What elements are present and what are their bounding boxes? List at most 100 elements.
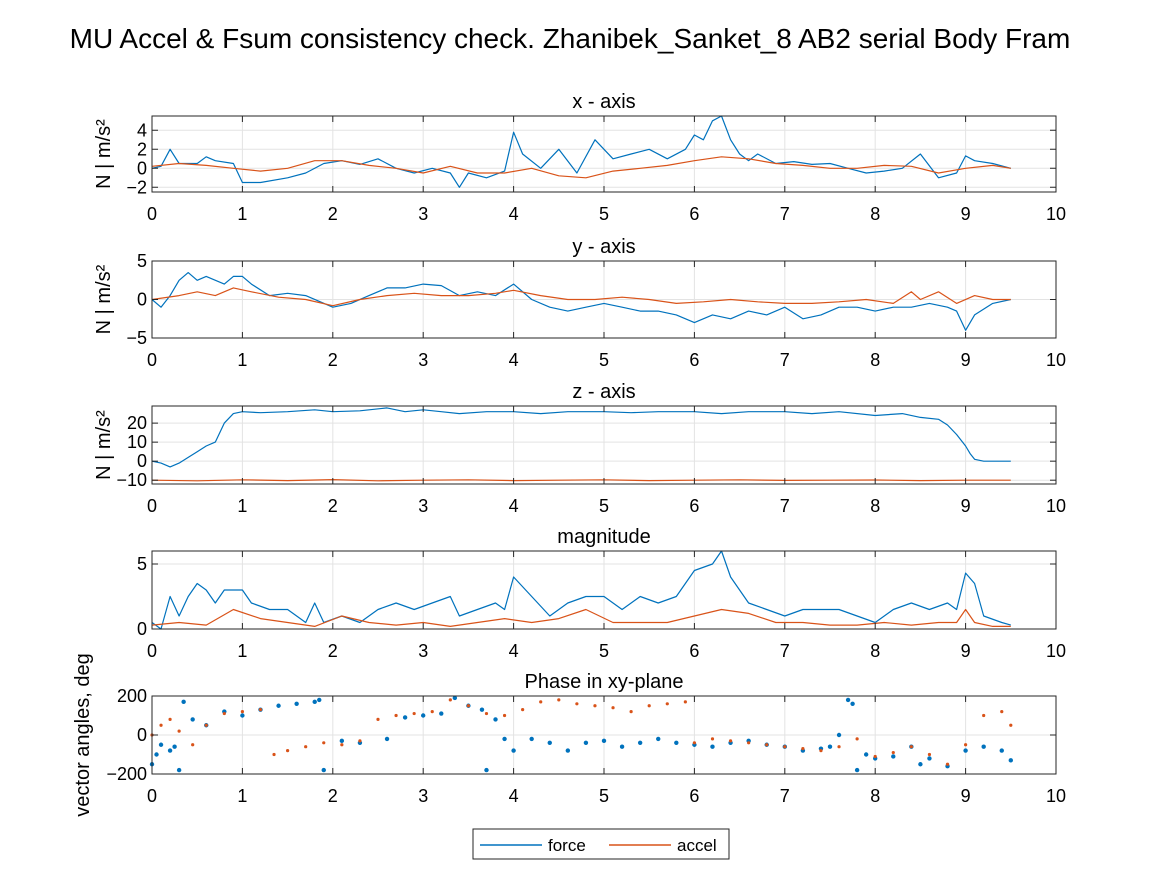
series-force-point bbox=[384, 736, 390, 742]
series-accel-point bbox=[692, 741, 697, 745]
x-tick-label: 1 bbox=[237, 641, 247, 661]
y-tick-label: 4 bbox=[137, 120, 147, 140]
y-tick-label: 0 bbox=[137, 290, 147, 310]
y-tick-label: 10 bbox=[127, 432, 147, 452]
series-accel-line bbox=[151, 479, 1011, 482]
x-tick-label: 4 bbox=[509, 641, 519, 661]
series-force-point bbox=[583, 740, 589, 745]
x-tick-label: 9 bbox=[961, 786, 971, 806]
series-accel-point bbox=[575, 702, 579, 706]
series-accel-point bbox=[376, 717, 380, 722]
x-tick-label: 10 bbox=[1046, 641, 1066, 661]
series-accel-point bbox=[819, 749, 823, 753]
series-accel-point bbox=[521, 708, 525, 712]
y-tick-label: −10 bbox=[116, 470, 147, 490]
series-force-point bbox=[240, 713, 245, 718]
series-force-point bbox=[981, 744, 986, 749]
x-tick-label: 8 bbox=[870, 350, 880, 370]
series-force-point bbox=[502, 736, 507, 742]
x-tick-label: 5 bbox=[599, 350, 609, 370]
series-force-point bbox=[158, 742, 164, 747]
series-accel-point bbox=[466, 704, 470, 708]
series-accel-point bbox=[177, 729, 181, 733]
x-tick-label: 8 bbox=[870, 496, 880, 516]
series-accel-point bbox=[258, 708, 263, 712]
x-tick-label: 6 bbox=[689, 496, 699, 516]
x-tick-label: 5 bbox=[599, 641, 609, 661]
series-accel-point bbox=[358, 739, 362, 743]
series-force-point bbox=[656, 736, 661, 742]
y-axis-label: vector angles, deg bbox=[72, 653, 94, 816]
series-accel-point bbox=[683, 700, 687, 704]
x-tick-label: 10 bbox=[1046, 786, 1066, 806]
series-force-point bbox=[710, 744, 715, 749]
series-force-point bbox=[674, 740, 679, 745]
series-force-point bbox=[312, 699, 317, 705]
x-tick-label: 6 bbox=[689, 350, 699, 370]
series-accel-line bbox=[151, 156, 1011, 179]
series-accel-point bbox=[801, 747, 805, 751]
series-force-point bbox=[439, 711, 444, 716]
x-tick-label: 1 bbox=[237, 350, 247, 370]
series-force-point bbox=[276, 703, 281, 708]
series-accel-point bbox=[539, 700, 543, 704]
series-accel-point bbox=[340, 743, 344, 747]
x-tick-label: 2 bbox=[328, 350, 338, 370]
x-tick-label: 6 bbox=[689, 204, 699, 224]
series-force-point bbox=[854, 767, 860, 773]
legend-force-label: force bbox=[548, 836, 586, 855]
x-tick-label: 9 bbox=[961, 641, 971, 661]
series-accel-point bbox=[557, 698, 561, 702]
x-tick-label: 3 bbox=[418, 496, 428, 516]
figure-title: MU Accel & Fsum consistency check. Zhani… bbox=[70, 23, 1071, 54]
series-accel-point bbox=[1009, 723, 1013, 727]
x-tick-label: 4 bbox=[509, 350, 519, 370]
series-accel-point bbox=[593, 704, 597, 708]
series-accel-point bbox=[873, 754, 877, 759]
y-tick-label: −5 bbox=[126, 328, 147, 348]
series-force-line bbox=[151, 550, 1011, 630]
series-force-point bbox=[317, 697, 322, 703]
series-force-point bbox=[294, 701, 299, 706]
series-force-point bbox=[619, 744, 625, 749]
x-tick-label: 2 bbox=[328, 786, 338, 806]
series-accel-point bbox=[484, 711, 489, 716]
series-accel-point bbox=[448, 698, 452, 702]
series-force-point bbox=[918, 762, 923, 767]
series-accel-point bbox=[927, 752, 932, 757]
y-axis-label: N | m/s² bbox=[93, 119, 115, 189]
series-force-line bbox=[151, 272, 1011, 331]
subplot-title: magnitude bbox=[557, 526, 650, 548]
series-accel-point bbox=[240, 710, 244, 714]
series-accel-point bbox=[168, 717, 172, 722]
x-tick-label: 7 bbox=[780, 496, 790, 516]
series-force-point bbox=[601, 738, 607, 744]
series-accel-point bbox=[394, 713, 398, 718]
x-tick-label: 1 bbox=[237, 496, 247, 516]
x-tick-label: 9 bbox=[961, 496, 971, 516]
series-force-point bbox=[321, 767, 326, 773]
series-accel-point bbox=[710, 737, 715, 741]
x-tick-label: 9 bbox=[961, 204, 971, 224]
subplot-4: 0 1 2 3 4 5 6 7 8 9 10 0 5 magnitude bbox=[137, 526, 1066, 661]
x-tick-label: 5 bbox=[599, 496, 609, 516]
x-tick-label: 6 bbox=[689, 786, 699, 806]
x-tick-label: 7 bbox=[780, 641, 790, 661]
series-accel bbox=[150, 698, 1013, 766]
x-tick-label: 2 bbox=[328, 204, 338, 224]
series-accel-point bbox=[191, 743, 195, 747]
x-tick-label: 0 bbox=[147, 496, 157, 516]
x-tick-label: 9 bbox=[961, 350, 971, 370]
x-tick-label: 8 bbox=[870, 786, 880, 806]
series-accel-point bbox=[611, 706, 615, 710]
x-tick-label: 1 bbox=[237, 204, 247, 224]
series-accel-point bbox=[909, 745, 913, 749]
series-force-point bbox=[529, 736, 534, 742]
series-accel-point bbox=[272, 752, 276, 757]
series-force-point bbox=[452, 695, 458, 701]
x-tick-label: 3 bbox=[418, 350, 428, 370]
x-tick-label: 2 bbox=[328, 641, 338, 661]
series-accel-point bbox=[855, 737, 859, 741]
series-accel-point bbox=[964, 743, 968, 747]
